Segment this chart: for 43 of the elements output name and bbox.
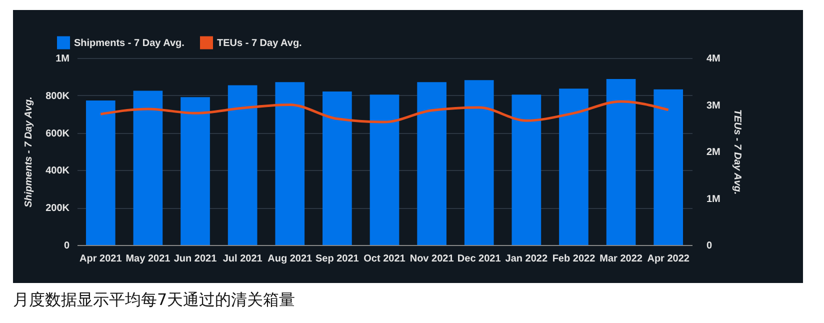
x-tick-label: Nov 2021 (410, 254, 454, 264)
y2-tick-label: 4M (706, 54, 720, 64)
x-tick-label: Mar 2022 (600, 254, 643, 264)
x-tick-label: Jan 2022 (505, 254, 548, 264)
x-tick-label: Oct 2021 (364, 254, 406, 264)
bar (180, 97, 210, 245)
x-tick-label: Aug 2021 (268, 254, 313, 264)
x-tick-label: May 2021 (126, 254, 171, 264)
y-tick-label: 200K (46, 203, 70, 214)
y-tick-label: 800K (46, 90, 70, 102)
y2-tick-label: 1M (706, 194, 720, 205)
y-tick-label: 400K (46, 166, 70, 177)
text: 月度数据显示平均每7天通过的清关箱量 (13, 290, 296, 311)
bar (133, 90, 163, 245)
y-tick-label: 1M (56, 54, 70, 64)
bar (322, 91, 352, 245)
bar (654, 89, 684, 245)
bar (228, 85, 258, 245)
bar (512, 94, 542, 245)
x-tick-label: Apr 2021 (80, 254, 122, 264)
bar (370, 94, 400, 245)
line-series (99, 100, 670, 124)
bar (606, 78, 636, 245)
bar (275, 82, 305, 245)
bar (417, 82, 446, 245)
y2-axis-title: TEUs - 7 Day Avg. (731, 109, 742, 195)
bar (464, 80, 494, 245)
x-tick-label: Feb 2022 (552, 254, 596, 264)
x-tick-label: Sep 2021 (316, 254, 360, 264)
y2-tick-label: 0 (706, 240, 712, 252)
y2-tick-label: 3M (706, 100, 720, 112)
x-tick-label: Apr 2022 (647, 254, 690, 264)
y2-tick-label: 2M (706, 147, 720, 158)
x-tick-label: Jun 2021 (174, 254, 218, 264)
legend-label: TEUs - 7 Day Avg. (217, 38, 302, 49)
x-tick-label: Jul 2021 (222, 254, 263, 264)
y-axis-title: Shipments - 7 Day Avg. (24, 96, 35, 208)
x-tick-label: Dec 2021 (457, 254, 502, 264)
bar (559, 88, 588, 245)
legend-label: Shipments - 7 Day Avg. (74, 38, 185, 49)
y-tick-label: 0 (64, 240, 70, 252)
bar (86, 100, 116, 245)
y-tick-label: 600K (46, 128, 70, 140)
